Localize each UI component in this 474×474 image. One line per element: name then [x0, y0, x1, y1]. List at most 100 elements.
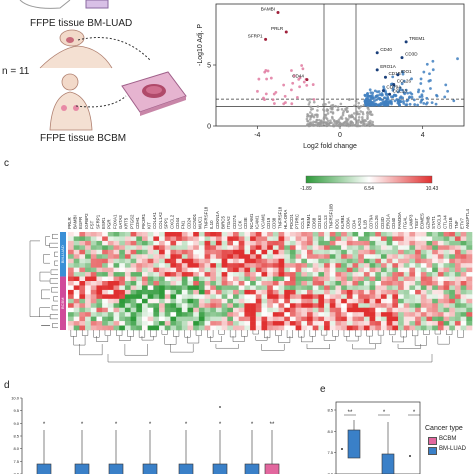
heatmap-cell [96, 281, 103, 286]
heatmap-cell [79, 316, 86, 322]
heatmap-cell [141, 298, 148, 304]
heatmap-cell [153, 249, 160, 255]
point-ns [329, 119, 332, 122]
gene-label: TNFRSF18 [277, 206, 282, 229]
point-ns [357, 106, 361, 110]
heatmap-cell [289, 245, 296, 251]
point-ns [341, 123, 344, 126]
heatmap-cell [107, 272, 114, 277]
heatmap-cell [141, 240, 148, 246]
heatmap-cell [295, 316, 302, 322]
heatmap-cell [420, 285, 427, 291]
point-up [396, 101, 400, 105]
heatmap-cell [267, 267, 274, 273]
heatmap-cell [386, 254, 393, 260]
heatmap-cell [141, 232, 148, 237]
heatmap-cell [284, 258, 291, 264]
heatmap-cell [375, 258, 382, 264]
heatmap-cell [187, 263, 194, 268]
heatmap-cell [198, 267, 205, 273]
heatmap-cell [335, 249, 342, 255]
heatmap-cell [386, 281, 393, 286]
col-dendro-branch [195, 330, 202, 336]
heatmap-cell [113, 281, 120, 286]
col-dendro-branch [423, 330, 430, 335]
point-ns [361, 115, 364, 119]
heatmap-cell [341, 272, 348, 277]
heatmap-cell [170, 267, 177, 273]
heatmap-cell [466, 258, 473, 264]
gene-label: PRLR [67, 217, 72, 229]
heatmap-cell [250, 232, 257, 237]
heatmap-cell [426, 307, 433, 313]
heatmap-cell [369, 276, 376, 282]
heatmap-cell [159, 254, 166, 260]
heatmap-cell [233, 263, 240, 268]
point-ns [335, 119, 339, 123]
heatmap-cell [119, 303, 126, 309]
gene-label: CD8A [346, 217, 351, 229]
point-down [256, 89, 259, 93]
heatmap-cell [79, 249, 86, 255]
heatmap-cell [68, 232, 74, 237]
heatmap-cell [278, 249, 285, 255]
heatmap-cell [238, 236, 245, 242]
col-dendro-branch [118, 336, 131, 341]
heatmap-cell [415, 298, 422, 304]
heatmap-cell [176, 303, 183, 309]
heatmap-cell [284, 267, 291, 273]
col-dendro-branch [81, 330, 89, 336]
heatmap-cell [272, 272, 279, 277]
point-ns [341, 111, 345, 115]
point-up [421, 89, 425, 93]
heatmap-cell [312, 240, 319, 246]
heatmap-cell [221, 294, 228, 300]
heatmap-cell [250, 312, 257, 317]
heatmap-cell [153, 321, 160, 326]
heatmap-cell [312, 254, 319, 260]
heatmap-cell [369, 254, 376, 260]
x-tick-label: 4 [421, 132, 425, 139]
patient-bcbm-icon [49, 73, 93, 131]
heatmap-cell [352, 263, 359, 268]
heatmap-cell [153, 294, 160, 300]
heatmap-cell [147, 272, 154, 277]
heatmap-cell [449, 249, 456, 255]
heatmap-cell [392, 272, 399, 277]
heatmap-cell [68, 285, 74, 291]
point-up [401, 96, 404, 100]
heatmap-cell [193, 285, 200, 291]
heatmap-cell [420, 316, 427, 322]
gene-label: FST [90, 220, 95, 229]
heatmap-cell [210, 267, 217, 273]
point-up [388, 99, 392, 103]
heatmap-cell [358, 245, 365, 251]
heatmap-cell [301, 232, 308, 237]
heatmap-cell [102, 285, 109, 291]
heatmap-cell [221, 289, 228, 295]
heatmap-cell [159, 281, 166, 286]
heatmap-cell [119, 312, 126, 317]
heatmap-cell [449, 285, 456, 291]
heatmap-cell [380, 307, 387, 313]
heatmap-cell [164, 294, 171, 300]
heatmap-cell [284, 316, 291, 322]
point-up [371, 91, 375, 95]
heatmap-cell [272, 307, 279, 313]
heatmap-cell [352, 272, 359, 277]
point-ns [361, 124, 364, 127]
heatmap-cell [215, 263, 222, 268]
heatmap-cell [284, 263, 291, 268]
heatmap-cell [244, 232, 251, 237]
point-up [408, 102, 412, 106]
col-dendro-branch [366, 330, 373, 337]
heatmap-cell [358, 236, 365, 242]
heatmap-cell [432, 249, 439, 255]
heatmap-cell [193, 316, 200, 322]
heatmap-cell [346, 249, 353, 255]
point-down [284, 101, 287, 104]
gene-label: SPP1 [164, 217, 169, 229]
heatmap-cell [443, 298, 450, 304]
point-ns [345, 105, 349, 109]
heatmap-cell [301, 276, 308, 282]
